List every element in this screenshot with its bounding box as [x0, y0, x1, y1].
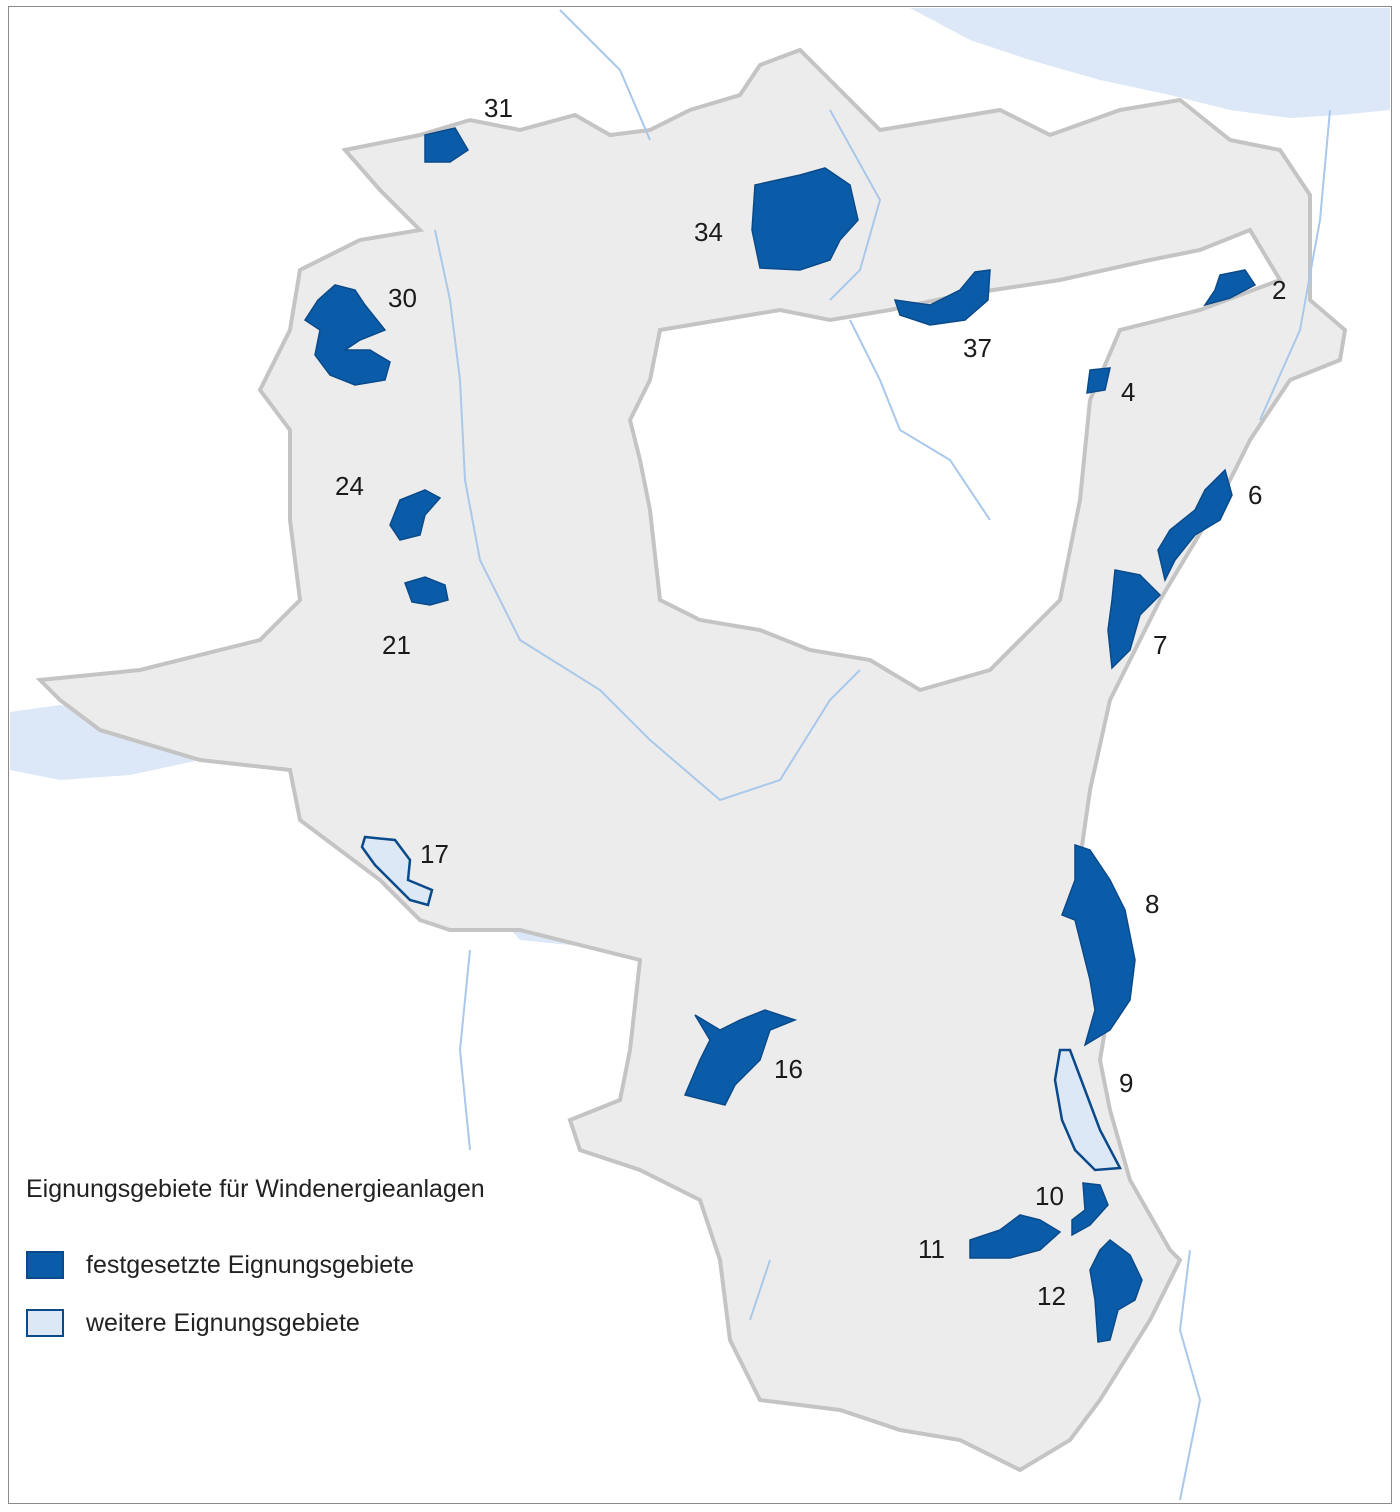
area-21[interactable]	[404, 576, 449, 606]
label-17: 17	[420, 839, 449, 869]
canton-outline	[35, 47, 1348, 1473]
label-2: 2	[1272, 275, 1286, 305]
label-30: 30	[388, 283, 417, 313]
label-12: 12	[1037, 1281, 1066, 1311]
legend: Eignungsgebiete für Windenergieanlagen f…	[26, 1175, 485, 1352]
area-8[interactable]	[1061, 843, 1136, 1047]
area-24[interactable]	[389, 489, 442, 541]
label-16: 16	[774, 1054, 803, 1084]
area-2[interactable]	[1203, 269, 1257, 307]
area-34[interactable]	[751, 167, 859, 271]
label-10: 10	[1035, 1181, 1064, 1211]
label-4: 4	[1121, 377, 1135, 407]
label-34: 34	[694, 217, 723, 247]
label-37: 37	[963, 333, 992, 363]
area-11[interactable]	[969, 1214, 1062, 1259]
label-6: 6	[1248, 480, 1262, 510]
area-4[interactable]	[1086, 367, 1111, 394]
lake-bodensee	[910, 8, 1390, 118]
area-16[interactable]	[683, 1009, 798, 1106]
legend-item-weitere: weitere Eignungsgebiete	[26, 1294, 485, 1352]
legend-label: weitere Eignungsgebiete	[86, 1308, 360, 1337]
river-rhein	[1178, 109, 1331, 1501]
legend-label: festgesetzte Eignungsgebiete	[86, 1250, 415, 1279]
river-linth	[458, 949, 771, 1321]
label-11: 11	[918, 1234, 945, 1264]
area-30[interactable]	[303, 284, 391, 386]
river-thur	[434, 229, 861, 802]
area-31[interactable]	[424, 127, 470, 163]
area-12[interactable]	[1089, 1239, 1143, 1343]
legend-swatch-light	[26, 1309, 64, 1337]
label-21: 21	[382, 630, 411, 660]
legend-title: Eignungsgebiete für Windenergieanlagen	[26, 1175, 485, 1203]
river-sitter	[849, 319, 991, 521]
area-17[interactable]	[360, 835, 434, 907]
label-7: 7	[1153, 630, 1167, 660]
label-8: 8	[1145, 889, 1159, 919]
map-frame	[8, 6, 1392, 1504]
label-31: 31	[484, 93, 513, 123]
area-10[interactable]	[1071, 1182, 1109, 1237]
legend-item-festgesetzt: festgesetzte Eignungsgebiete	[26, 1236, 485, 1294]
label-24: 24	[335, 471, 364, 501]
area-6[interactable]	[1157, 468, 1233, 583]
area-7[interactable]	[1107, 569, 1162, 670]
legend-swatch-dark	[26, 1251, 64, 1279]
area-9[interactable]	[1053, 1048, 1122, 1172]
area-37[interactable]	[893, 269, 991, 326]
label-9: 9	[1119, 1068, 1133, 1098]
river-north	[559, 9, 882, 301]
